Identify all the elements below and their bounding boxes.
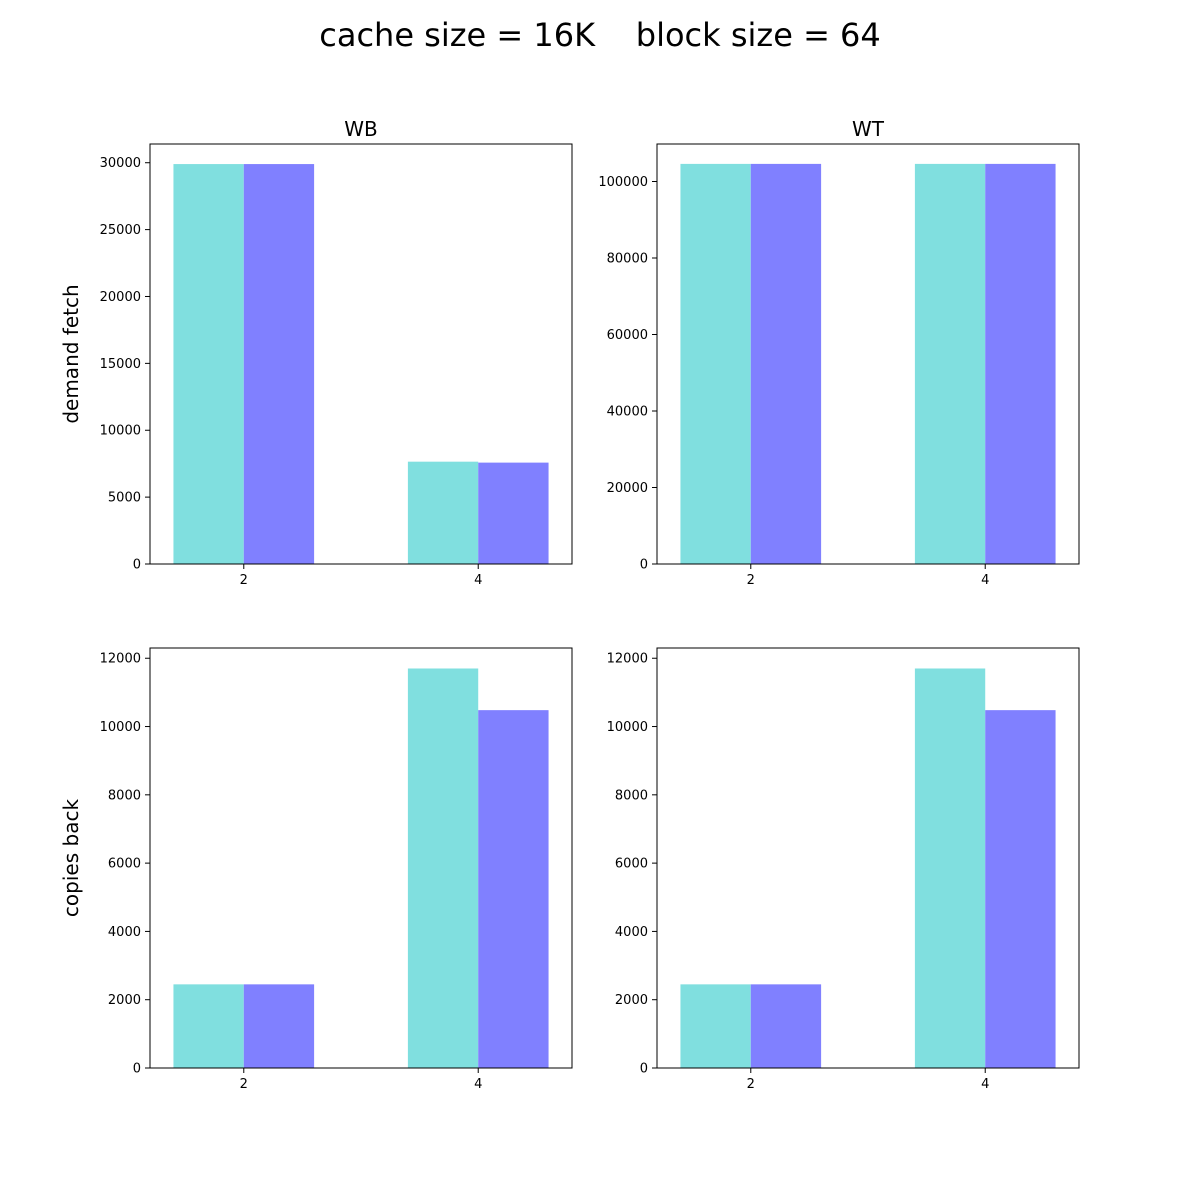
x-tick-label: 2 (240, 573, 248, 588)
x-tick-label: 2 (747, 573, 755, 588)
bar-series-2-cat-2 (243, 984, 315, 1068)
bar-series-1-cat-2 (173, 984, 244, 1068)
y-tick-label: 10000 (100, 424, 141, 439)
y-tick-label: 4000 (615, 925, 648, 940)
y-tick-label: 5000 (108, 491, 141, 506)
y-axis-label: copies back (59, 799, 83, 918)
x-tick-label: 4 (981, 573, 989, 588)
bar-series-2-cat-4 (985, 710, 1056, 1068)
y-tick-label: 40000 (607, 404, 648, 419)
y-tick-label: 4000 (108, 925, 141, 940)
subplot-2: 0 20000 40000 60000 80000 100000 2 4 WT (598, 117, 1080, 588)
bar-series-1-cat-4 (914, 163, 986, 564)
axes-frame (149, 647, 573, 1069)
bar-series-2-cat-2 (243, 164, 315, 564)
y-tick-label: 20000 (100, 290, 141, 305)
y-tick-label: 2000 (615, 993, 648, 1008)
x-tick-label: 2 (747, 1077, 755, 1092)
subplot-4: 0 2000 4000 6000 8000 10000 12000 2 4 (607, 647, 1080, 1092)
subplot-title: WB (344, 117, 378, 141)
y-axis-label: demand fetch (59, 284, 83, 423)
bar-series-2-cat-2 (750, 163, 822, 564)
y-tick-label: 80000 (607, 251, 648, 266)
y-tick-label: 30000 (100, 156, 141, 171)
y-tick-label: 12000 (100, 652, 141, 667)
bar-series-1-cat-2 (680, 163, 751, 564)
figure-title: cache size = 16K block size = 64 (319, 16, 881, 54)
y-tick-label: 12000 (607, 652, 648, 667)
y-tick-label: 6000 (615, 857, 648, 872)
y-tick-label: 60000 (607, 328, 648, 343)
y-tick-label: 10000 (100, 720, 141, 735)
bar-series-2-cat-4 (985, 163, 1056, 564)
x-tick-label: 2 (240, 1077, 248, 1092)
y-tick-label: 15000 (100, 357, 141, 372)
bar-series-1-cat-4 (407, 461, 479, 564)
axes-frame (149, 143, 573, 565)
subplot-1: 0 5000 10000 15000 20000 25000 30000 2 4 WB demand… (59, 117, 573, 588)
bar-series-2-cat-4 (478, 462, 549, 564)
y-tick-label: 2000 (108, 993, 141, 1008)
bar-series-1-cat-2 (680, 984, 751, 1068)
y-tick-label: 10000 (607, 720, 648, 735)
y-tick-label: 8000 (108, 788, 141, 803)
y-tick-label: 0 (640, 558, 648, 573)
y-tick-label: 20000 (607, 481, 648, 496)
bar-series-1-cat-4 (407, 668, 479, 1068)
bar-series-1-cat-4 (914, 668, 986, 1068)
x-tick-label: 4 (981, 1077, 989, 1092)
subplot-3: 0 2000 4000 6000 8000 10000 12000 2 4 copies back (59, 647, 573, 1092)
y-tick-label: 0 (133, 1062, 141, 1077)
subplot-title: WT (852, 117, 885, 141)
bar-series-2-cat-2 (750, 984, 822, 1068)
y-tick-label: 0 (133, 558, 141, 573)
bar-series-1-cat-2 (173, 164, 244, 564)
y-tick-label: 8000 (615, 788, 648, 803)
y-tick-label: 25000 (100, 223, 141, 238)
axes-frame (656, 143, 1080, 565)
y-tick-label: 6000 (108, 857, 141, 872)
axes-frame (656, 647, 1080, 1069)
y-tick-label: 0 (640, 1062, 648, 1077)
y-tick-label: 100000 (598, 175, 648, 190)
x-tick-label: 4 (474, 1077, 482, 1092)
bar-series-2-cat-4 (478, 710, 549, 1068)
x-tick-label: 4 (474, 573, 482, 588)
